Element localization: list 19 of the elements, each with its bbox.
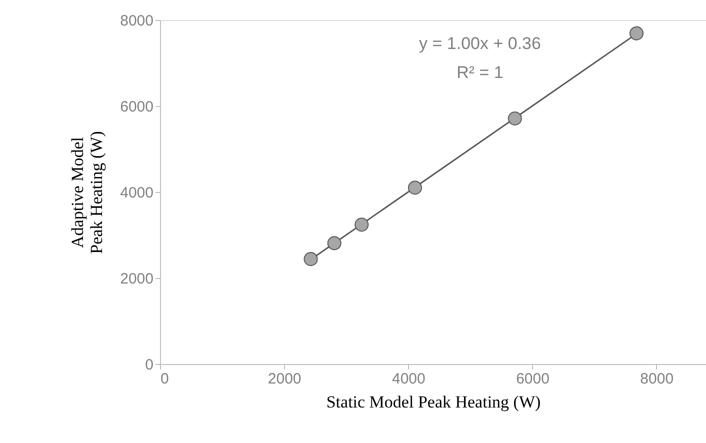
annotation: y = 1.00x + 0.36 R² = 1 [419,34,541,82]
y-tick-label: 6000 [120,98,154,116]
y-tick-label: 8000 [120,12,154,30]
x-tick-label: 2000 [268,370,302,388]
y-tick-label: 0 [145,356,154,374]
point [629,26,644,40]
point [508,111,522,126]
x-tick-label: 4000 [392,370,426,388]
y-axis-title: Adaptive Model Peak Heating (W) [68,131,106,254]
x-tick-label: 6000 [516,370,550,388]
x-tick-label: 8000 [640,370,674,388]
point [327,236,342,250]
point [304,252,318,266]
x-tick-label: 0 [160,370,169,388]
y-tick-label: 4000 [120,184,154,202]
point [408,180,422,195]
x-axis-title: Static Model Peak Heating (W) [326,392,541,412]
y-tick-label: 2000 [120,270,154,288]
point [354,218,369,232]
